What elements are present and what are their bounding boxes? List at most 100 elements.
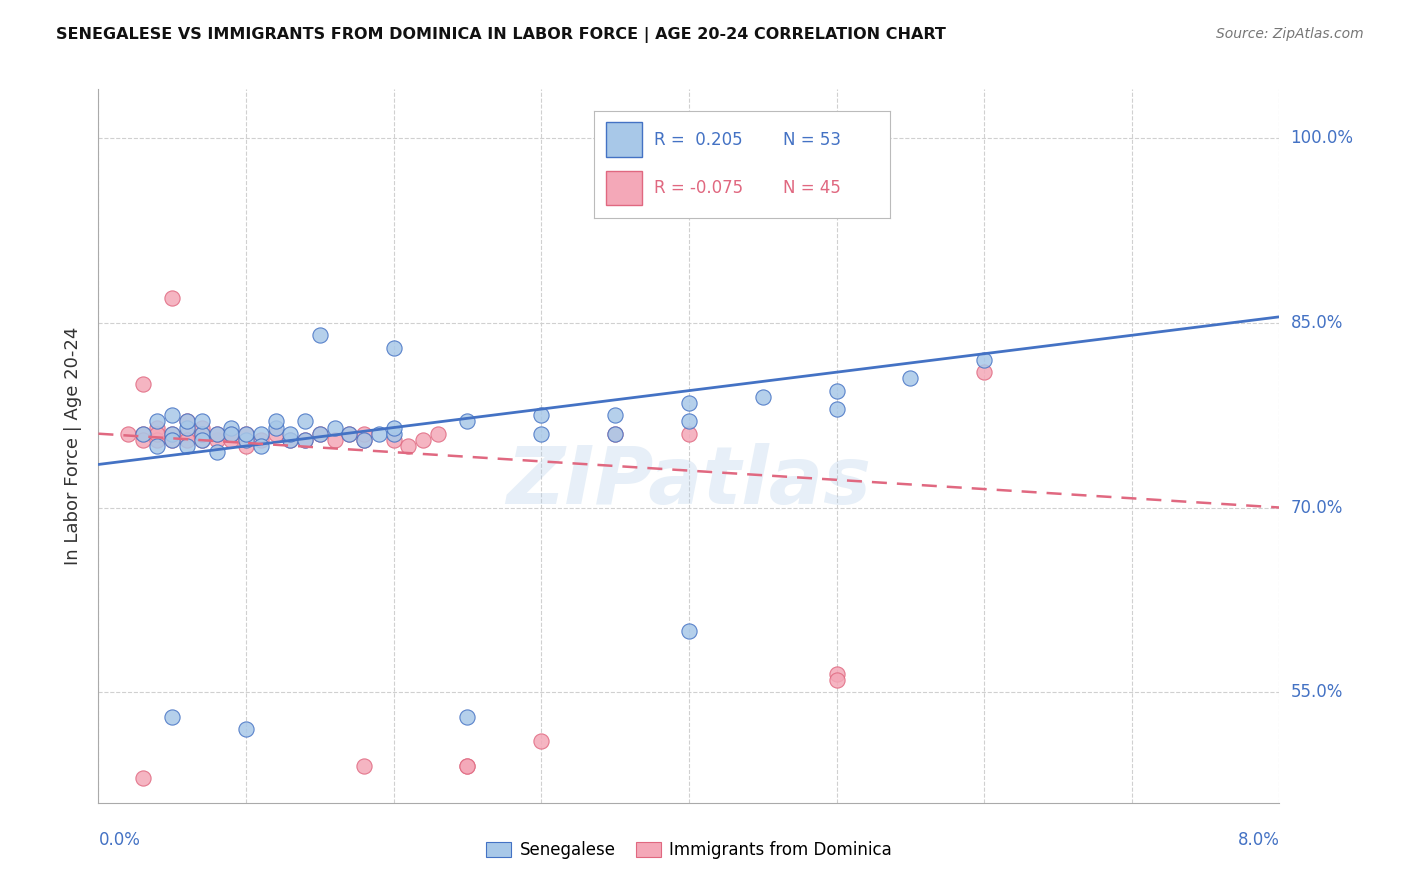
- FancyBboxPatch shape: [606, 122, 641, 157]
- Legend: Senegalese, Immigrants from Dominica: Senegalese, Immigrants from Dominica: [479, 835, 898, 866]
- Point: [219, 420, 242, 434]
- Point: [219, 426, 242, 441]
- Point: [308, 426, 332, 441]
- Point: [117, 426, 139, 441]
- Text: 70.0%: 70.0%: [1291, 499, 1343, 516]
- Point: [751, 390, 773, 404]
- Text: ZIPatlas: ZIPatlas: [506, 442, 872, 521]
- Point: [132, 426, 155, 441]
- Point: [678, 414, 700, 428]
- Point: [235, 426, 257, 441]
- Text: 85.0%: 85.0%: [1291, 314, 1343, 332]
- Point: [337, 426, 360, 441]
- Point: [235, 439, 257, 453]
- Point: [205, 433, 228, 447]
- Text: Source: ZipAtlas.com: Source: ZipAtlas.com: [1216, 27, 1364, 41]
- Point: [456, 414, 478, 428]
- Point: [205, 426, 228, 441]
- Point: [205, 445, 228, 459]
- Point: [146, 439, 169, 453]
- Text: N = 53: N = 53: [783, 130, 841, 148]
- Text: R =  0.205: R = 0.205: [654, 130, 742, 148]
- Point: [162, 426, 183, 441]
- Point: [396, 439, 419, 453]
- Point: [382, 341, 405, 355]
- Point: [426, 426, 449, 441]
- Point: [456, 759, 478, 773]
- Point: [219, 426, 242, 441]
- Text: 100.0%: 100.0%: [1291, 129, 1354, 147]
- Point: [219, 433, 242, 447]
- Point: [278, 426, 301, 441]
- Point: [294, 433, 316, 447]
- Point: [973, 352, 995, 367]
- Point: [191, 426, 214, 441]
- Point: [235, 722, 257, 736]
- Point: [323, 433, 346, 447]
- Point: [412, 433, 434, 447]
- Point: [530, 426, 553, 441]
- Text: 8.0%: 8.0%: [1237, 831, 1279, 849]
- Point: [264, 426, 287, 441]
- Point: [176, 414, 198, 428]
- Point: [146, 414, 169, 428]
- Point: [132, 433, 155, 447]
- Point: [176, 439, 198, 453]
- Point: [176, 414, 198, 428]
- Point: [132, 426, 155, 441]
- Point: [162, 426, 183, 441]
- Point: [162, 433, 183, 447]
- Point: [191, 426, 214, 441]
- Point: [678, 396, 700, 410]
- Point: [382, 426, 405, 441]
- Point: [294, 433, 316, 447]
- Point: [278, 433, 301, 447]
- Point: [250, 433, 273, 447]
- Point: [191, 420, 214, 434]
- Point: [353, 759, 375, 773]
- Point: [353, 433, 375, 447]
- Point: [191, 414, 214, 428]
- Point: [176, 433, 198, 447]
- Point: [456, 759, 478, 773]
- Point: [678, 426, 700, 441]
- Point: [605, 426, 627, 441]
- Point: [605, 426, 627, 441]
- Point: [264, 414, 287, 428]
- Point: [308, 328, 332, 343]
- Point: [162, 291, 183, 305]
- Point: [337, 426, 360, 441]
- Text: 55.0%: 55.0%: [1291, 683, 1343, 701]
- Point: [205, 426, 228, 441]
- Point: [132, 771, 155, 785]
- Point: [162, 709, 183, 723]
- Point: [605, 409, 627, 423]
- Point: [176, 426, 198, 441]
- Point: [353, 433, 375, 447]
- Point: [678, 624, 700, 638]
- Point: [456, 709, 478, 723]
- Point: [146, 426, 169, 441]
- Point: [176, 420, 198, 434]
- Point: [530, 409, 553, 423]
- Point: [367, 426, 389, 441]
- Point: [264, 420, 287, 434]
- Point: [382, 433, 405, 447]
- FancyBboxPatch shape: [606, 170, 641, 205]
- Point: [825, 402, 848, 417]
- Text: N = 45: N = 45: [783, 178, 841, 196]
- Point: [323, 420, 346, 434]
- Point: [146, 433, 169, 447]
- Point: [825, 666, 848, 681]
- Y-axis label: In Labor Force | Age 20-24: In Labor Force | Age 20-24: [65, 326, 83, 566]
- Point: [973, 365, 995, 379]
- Text: R = -0.075: R = -0.075: [654, 178, 742, 196]
- Point: [250, 426, 273, 441]
- Point: [278, 433, 301, 447]
- Point: [353, 426, 375, 441]
- Point: [825, 673, 848, 687]
- Point: [191, 433, 214, 447]
- Point: [898, 371, 921, 385]
- Point: [530, 734, 553, 748]
- Point: [308, 426, 332, 441]
